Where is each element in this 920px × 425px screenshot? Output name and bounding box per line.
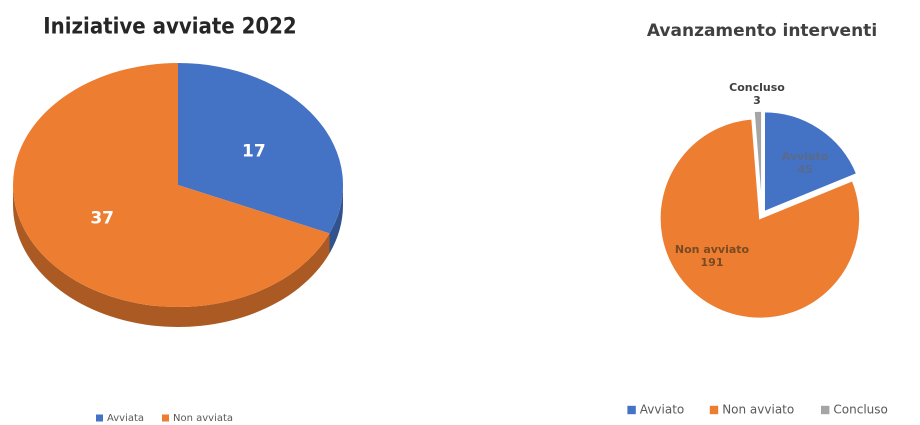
- slice: [763, 110, 858, 213]
- category-label: Avviato: [782, 150, 829, 163]
- legend-swatch: [162, 414, 169, 422]
- legend-label: Avviata: [107, 413, 144, 424]
- legend-swatch: [709, 405, 719, 415]
- legend-swatch: [627, 405, 636, 415]
- value-label: 191: [701, 256, 724, 269]
- value-label: 17: [242, 141, 266, 161]
- slice: [178, 63, 343, 234]
- slice: [12, 63, 330, 307]
- legend-swatch: [821, 405, 830, 415]
- value-label: 3: [753, 94, 761, 107]
- slice-side: [329, 185, 343, 254]
- legend-label: Avviato: [640, 403, 684, 417]
- legend-swatch: [96, 414, 103, 422]
- category-label: Concluso: [729, 81, 785, 94]
- legend-label: Non avviato: [722, 403, 794, 417]
- category-label: Non avviato: [675, 243, 750, 256]
- slice: [659, 117, 861, 320]
- legend-label: Non avviata: [173, 413, 233, 424]
- legend-label: Concluso: [833, 403, 887, 417]
- value-label: 45: [797, 163, 812, 176]
- chart-title: Iniziative avviate 2022: [43, 13, 296, 38]
- slice-side: [13, 185, 330, 327]
- value-label: 37: [90, 209, 114, 229]
- chart-title: Avanzamento interventi: [647, 21, 877, 41]
- slice: [753, 110, 763, 212]
